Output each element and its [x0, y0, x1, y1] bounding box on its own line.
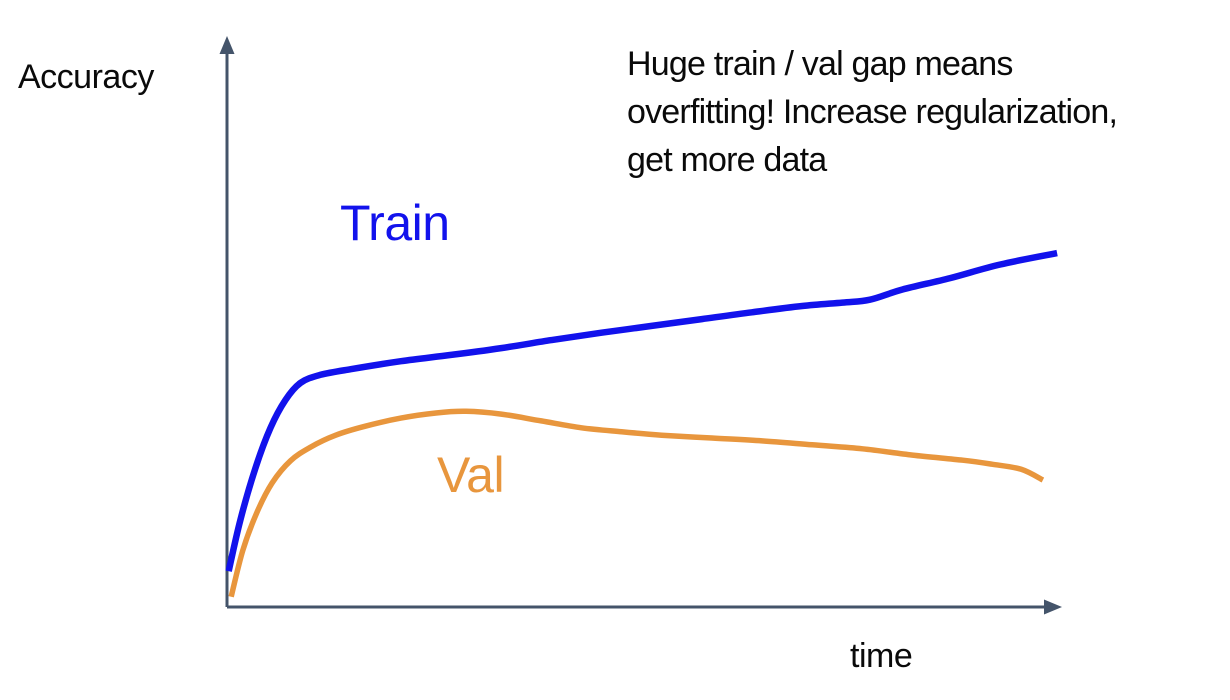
- y-axis-arrow-icon: [219, 36, 235, 54]
- annotation-text: Huge train / val gap means overfitting! …: [627, 40, 1118, 184]
- annotation-line-2: overfitting! Increase regularization,: [627, 93, 1118, 131]
- annotation-line-1: Huge train / val gap means: [627, 45, 1013, 83]
- x-axis-arrow-icon: [1044, 599, 1062, 615]
- val-series-label: Val: [437, 447, 505, 503]
- val-curve: [228, 408, 1045, 598]
- train-series-label: Train: [340, 195, 450, 251]
- train-curve: [225, 249, 1058, 572]
- annotation-line-3: get more data: [627, 141, 827, 179]
- x-axis-label: time: [850, 637, 913, 675]
- y-axis-label: Accuracy: [18, 58, 154, 96]
